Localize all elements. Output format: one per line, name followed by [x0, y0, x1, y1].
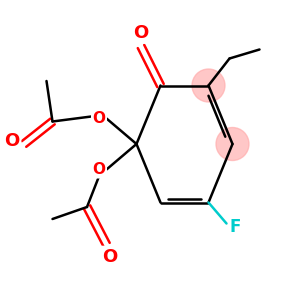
Text: F: F — [230, 218, 241, 236]
Text: O: O — [92, 162, 106, 177]
Text: O: O — [92, 111, 106, 126]
Circle shape — [192, 69, 225, 102]
Text: O: O — [134, 24, 148, 42]
Circle shape — [216, 128, 249, 160]
Text: O: O — [4, 132, 20, 150]
Text: O: O — [102, 248, 117, 266]
